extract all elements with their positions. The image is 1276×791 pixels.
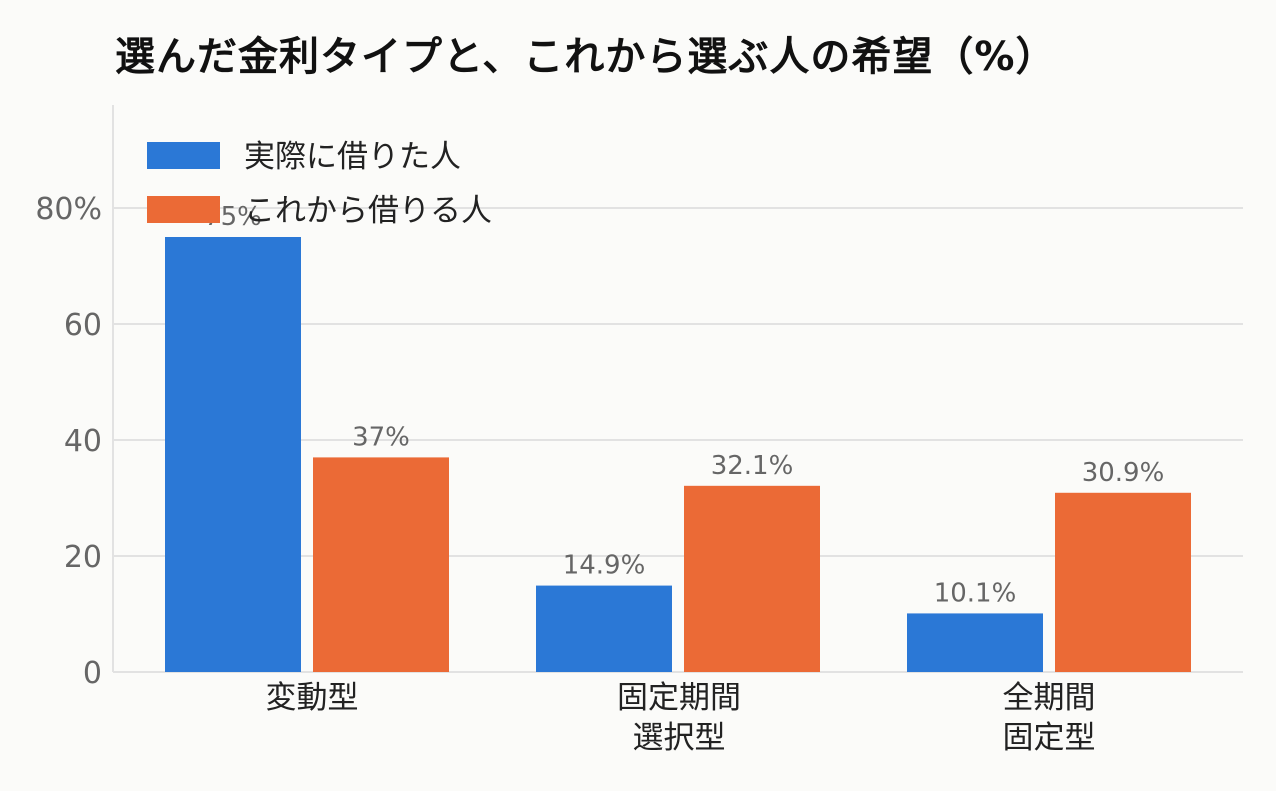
bar xyxy=(1055,492,1191,672)
y-tick-label: 80% xyxy=(35,192,102,227)
bar xyxy=(907,613,1043,672)
chart-title: 選んだ金利タイプと、これから選ぶ人の希望（%） xyxy=(115,34,1057,80)
bar xyxy=(313,457,449,672)
data-label: 10.1% xyxy=(934,578,1017,608)
bar xyxy=(165,237,301,672)
x-category-label: 全期間固定型 xyxy=(1003,680,1096,756)
legend-label: これから借りる人 xyxy=(244,193,492,229)
legend-swatch xyxy=(147,196,220,223)
bar xyxy=(684,485,820,672)
bar xyxy=(536,585,672,672)
y-tick-label: 0 xyxy=(83,656,102,691)
y-tick-label: 40 xyxy=(64,424,102,459)
legend-swatch xyxy=(147,142,220,169)
data-label: 32.1% xyxy=(711,451,794,481)
y-tick-label: 60 xyxy=(64,308,102,343)
data-label: 14.9% xyxy=(563,551,646,581)
y-tick-label: 20 xyxy=(64,540,102,575)
x-category-label: 変動型 xyxy=(266,680,359,716)
x-category-label: 固定期間選択型 xyxy=(617,680,741,756)
data-label: 37% xyxy=(352,422,410,452)
data-label: 30.9% xyxy=(1082,458,1165,488)
legend-label: 実際に借りた人 xyxy=(244,139,461,175)
